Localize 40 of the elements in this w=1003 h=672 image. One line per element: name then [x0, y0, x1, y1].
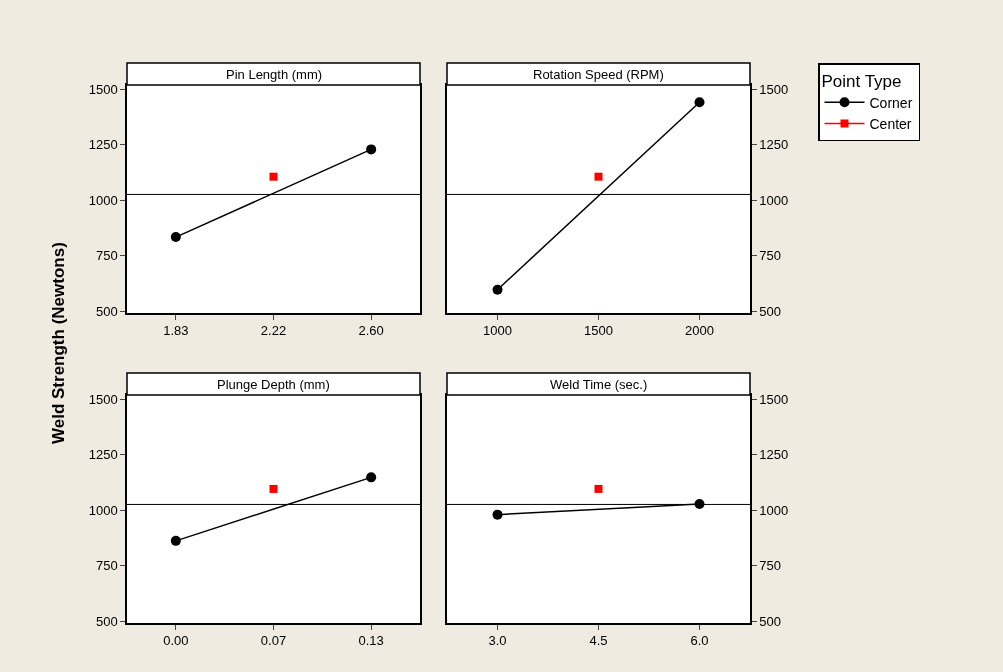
- legend-label: Corner: [869, 94, 913, 111]
- chart-title: Plunge Depth (mm): [217, 377, 330, 392]
- x-tick-label: 0.00: [163, 633, 189, 649]
- y-tick-label: 1250: [759, 137, 789, 153]
- x-tick-label: 3.0: [488, 633, 507, 649]
- legend-title: Point Type: [821, 71, 902, 91]
- x-tick-label: 2000: [685, 323, 714, 339]
- chart-title: Rotation Speed (RPM): [533, 67, 664, 82]
- y-tick-label: 1000: [759, 502, 789, 518]
- chart-title: Pin Length (mm): [226, 67, 323, 82]
- x-tick-label: 1500: [584, 323, 613, 339]
- x-tick-label: 0.07: [260, 633, 287, 649]
- y-tick-label: 1250: [759, 447, 789, 463]
- y-tick-label: 1250: [88, 137, 118, 153]
- x-tick-label: 0.13: [358, 633, 384, 649]
- y-tick-label: 750: [95, 248, 118, 264]
- y-tick-label: 1500: [759, 81, 789, 97]
- y-tick-label: 1000: [88, 502, 118, 518]
- y-tick-label: 500: [759, 303, 782, 319]
- y-tick-label: 1500: [759, 391, 789, 407]
- y-axis-title: Weld Strength (Newtons): [49, 242, 68, 444]
- x-tick-label: 6.0: [690, 633, 709, 649]
- y-tick-label: 750: [759, 558, 782, 574]
- legend-label: Center: [869, 115, 912, 132]
- x-tick-label: 1000: [483, 323, 512, 339]
- y-tick-label: 1000: [759, 192, 789, 208]
- y-tick-label: 750: [95, 558, 118, 574]
- x-tick-label: 4.5: [589, 633, 608, 649]
- y-tick-label: 1500: [88, 81, 118, 97]
- x-tick-label: 1.83: [163, 323, 189, 339]
- y-tick-label: 1000: [88, 192, 118, 208]
- y-tick-label: 750: [759, 248, 782, 264]
- chart-title: Weld Time (sec.): [550, 377, 648, 392]
- y-tick-label: 1500: [88, 391, 118, 407]
- y-tick-label: 500: [95, 613, 118, 629]
- y-tick-label: 1250: [88, 447, 118, 463]
- y-tick-label: 500: [95, 303, 118, 319]
- x-tick-label: 2.22: [260, 323, 287, 339]
- x-tick-label: 2.60: [358, 323, 384, 339]
- y-tick-label: 500: [759, 613, 782, 629]
